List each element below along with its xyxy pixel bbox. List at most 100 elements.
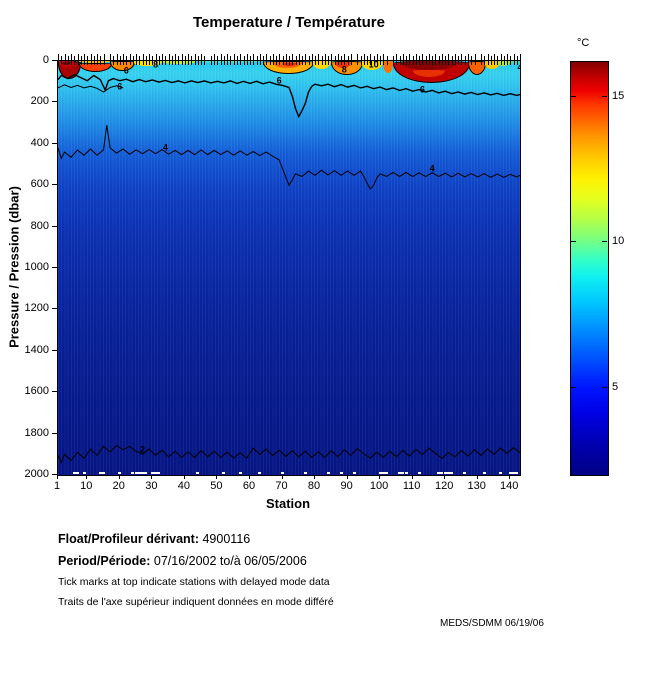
station-streaks-overlay [58, 61, 520, 475]
surface-patch [311, 61, 332, 70]
bottom-dash [258, 472, 262, 474]
delayed-mode-tick [136, 54, 138, 65]
delayed-mode-tick [292, 54, 294, 65]
delayed-mode-tick [276, 56, 277, 65]
surface-patch [334, 62, 351, 69]
x-tick-mark [216, 475, 218, 479]
x-tick-label: 1 [53, 480, 61, 492]
x-tick-mark [118, 475, 120, 479]
delayed-mode-tick [510, 56, 512, 65]
bottom-dash [303, 472, 307, 474]
x-tick-mark [151, 475, 153, 479]
x-tick-mark [346, 475, 348, 479]
delayed-mode-tick [71, 54, 72, 65]
x-tick-label: 120 [435, 480, 454, 492]
delayed-mode-tick [188, 54, 190, 65]
bottom-dash [281, 472, 284, 474]
bottom-dash [437, 472, 441, 474]
delayed-mode-tick [298, 54, 300, 65]
x-tick-label: 50 [210, 480, 223, 492]
period-line: Period/Période: 07/16/2002 to/à 06/05/20… [58, 554, 307, 568]
colorbar-tick-right [602, 386, 607, 388]
bottom-dash [499, 472, 502, 474]
delayed-mode-tick [145, 56, 147, 65]
delayed-mode-tick [263, 56, 264, 65]
delayed-mode-tick [175, 54, 177, 65]
surface-patch [132, 61, 163, 66]
y-tick-mark [52, 60, 57, 61]
bottom-dash [515, 472, 519, 474]
bottom-dash [76, 472, 79, 474]
delayed-mode-tick [516, 56, 518, 65]
colorbar-tick-left [571, 241, 576, 243]
delayed-mode-tick [266, 54, 268, 65]
delayed-mode-tick [227, 54, 229, 65]
delayed-mode-tick [282, 56, 284, 65]
delayed-mode-tick [471, 56, 473, 65]
delayed-mode-tick [507, 54, 508, 65]
delayed-mode-tick [93, 56, 95, 65]
colorbar-tick-label: 15 [612, 89, 625, 102]
delayed-mode-tick [295, 56, 297, 65]
bottom-dash [352, 472, 356, 474]
float-id-value: 4900116 [202, 532, 251, 546]
delayed-mode-tick [406, 56, 408, 65]
surface-patch [510, 61, 520, 64]
note-french: Traits de l'axe supérieur indiquent donn… [58, 596, 334, 608]
surface-patch [383, 61, 394, 74]
delayed-mode-tick [467, 54, 469, 65]
delayed-mode-tick [331, 54, 333, 65]
x-tick-mark [411, 475, 413, 479]
bottom-dash [134, 472, 138, 474]
bottom-dash [385, 472, 389, 474]
x-tick-mark [509, 475, 511, 479]
delayed-mode-tick [328, 56, 329, 65]
delayed-mode-tick [123, 54, 125, 65]
bottom-dash [398, 472, 402, 474]
x-tick-label: 30 [145, 480, 158, 492]
x-tick-label: 110 [402, 480, 421, 492]
contour-label: 6 [419, 84, 425, 95]
x-tick-label: 20 [112, 480, 125, 492]
x-tick-label: 10 [80, 480, 93, 492]
y-tick-mark [52, 349, 57, 351]
delayed-mode-tick [162, 54, 164, 65]
x-tick-label: 130 [467, 480, 486, 492]
contour-label: 2 [140, 444, 146, 455]
colorbar-unit-label: °C [577, 37, 590, 49]
note-english: Tick marks at top indicate stations with… [58, 576, 330, 588]
delayed-mode-tick [318, 54, 320, 65]
delayed-mode-tick [210, 56, 212, 65]
bottom-dash [482, 472, 486, 474]
period-value: 07/16/2002 to/à 06/05/2006 [153, 554, 307, 568]
plot-area: 686681064442 [57, 54, 521, 476]
delayed-mode-tick [367, 56, 369, 65]
float-id-line: Float/Profileur dérivant: 4900116 [58, 532, 250, 546]
delayed-mode-tick [184, 56, 186, 65]
delayed-mode-tick [194, 54, 196, 65]
contour-lines [58, 73, 520, 464]
y-tick-label: 0 [42, 54, 49, 66]
bottom-dash [150, 472, 154, 474]
delayed-mode-tick [67, 56, 69, 65]
bottom-dash [131, 472, 135, 474]
delayed-mode-tick [191, 56, 193, 65]
bottom-dash [512, 472, 515, 474]
bottom-dash [339, 472, 343, 474]
delayed-mode-tick [100, 56, 102, 65]
contour-line-6 [58, 84, 124, 93]
delayed-mode-tick [435, 54, 437, 65]
delayed-mode-tick [360, 56, 362, 65]
delayed-mode-tick [178, 56, 180, 65]
delayed-mode-tick [445, 56, 447, 65]
delayed-mode-tick [139, 56, 141, 65]
delayed-mode-tick [233, 54, 235, 65]
delayed-mode-tick [64, 54, 66, 65]
y-tick-label: 1000 [24, 261, 49, 273]
delayed-mode-tick [337, 54, 339, 65]
colorbar-tick-right [602, 241, 607, 243]
x-tick-mark [314, 475, 315, 479]
delayed-mode-tick [305, 54, 307, 65]
y-tick-mark [52, 432, 57, 434]
delayed-mode-tick [363, 54, 365, 65]
